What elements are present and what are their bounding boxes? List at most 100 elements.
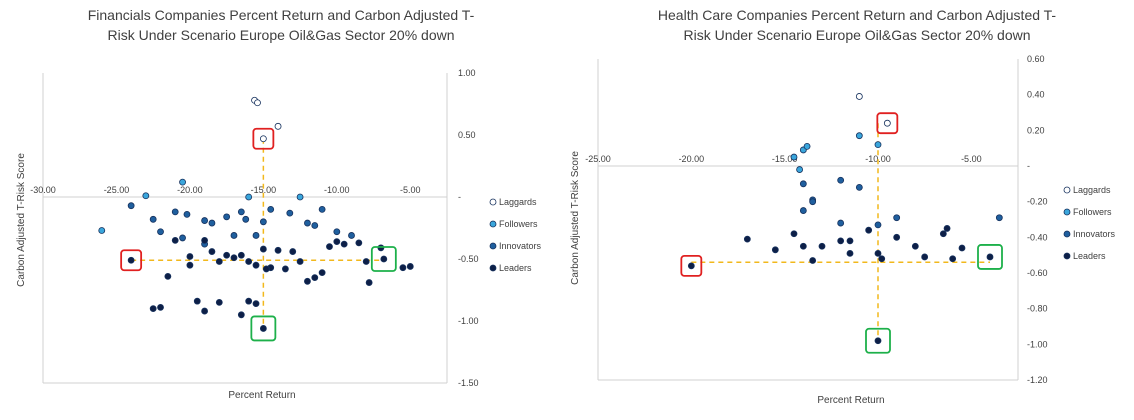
chart1-point-innovators bbox=[259, 218, 267, 226]
chart2-y-tick-label: 0.20 bbox=[1027, 125, 1045, 135]
chart2-green-highlight-box bbox=[977, 244, 1003, 270]
chart1-point-leaders bbox=[237, 311, 245, 319]
chart2-legend-marker-laggards bbox=[1063, 186, 1071, 194]
chart1-point-innovators bbox=[318, 205, 326, 213]
chart1-point-leaders bbox=[149, 305, 157, 313]
chart2-point-innovators bbox=[874, 221, 882, 229]
chart2-y-tick-label: -0.80 bbox=[1027, 304, 1048, 314]
chart1-point-leaders bbox=[326, 243, 333, 251]
chart1-point-innovators bbox=[223, 213, 231, 221]
chart1-point-leaders bbox=[281, 265, 289, 273]
chart1-point-leaders bbox=[318, 269, 326, 277]
chart1-point-leaders bbox=[215, 258, 223, 265]
chart2-point-leaders bbox=[790, 230, 798, 238]
chart1-point-leaders bbox=[362, 258, 370, 265]
chart2-point-leaders bbox=[818, 242, 826, 250]
chart1-point-innovators bbox=[252, 232, 260, 239]
chart1-point-leaders bbox=[304, 277, 311, 285]
chart2-x-axis-label: Percent Return bbox=[817, 395, 884, 406]
chart2-y-axis-label: Carbon Adjusted T-Risk Score bbox=[570, 151, 581, 285]
chart2-y-tick-label: -1.20 bbox=[1027, 375, 1048, 385]
chart2-title-line1: Health Care Companies Percent Return and… bbox=[658, 7, 1057, 23]
chart2-point-leaders bbox=[943, 225, 951, 232]
chart1-point-innovators bbox=[230, 232, 238, 239]
chart1-point-leaders bbox=[274, 246, 282, 254]
chart1-point-leaders bbox=[193, 297, 201, 305]
chart2-legend-label-leaders: Leaders bbox=[1073, 251, 1106, 261]
chart1-point-innovators bbox=[267, 205, 275, 213]
chart1-x-tick-label: -15.00 bbox=[251, 185, 277, 195]
chart2-y-tick-label: 0.60 bbox=[1027, 54, 1045, 64]
chart1-point-leaders bbox=[127, 256, 135, 264]
chart1-red-highlight-box bbox=[120, 249, 143, 272]
chart1-point-followers bbox=[179, 178, 186, 186]
chart1-legend-label-laggards: Laggards bbox=[499, 197, 537, 207]
chart2-y-tick-label: - bbox=[1027, 161, 1030, 171]
chart1-legend-marker-innovators bbox=[489, 242, 497, 250]
chart1-point-innovators bbox=[333, 228, 341, 236]
chart1-point-leaders bbox=[215, 298, 223, 306]
chart1-y-tick-label: -0.50 bbox=[458, 254, 479, 264]
chart1-point-leaders bbox=[237, 251, 245, 259]
chart2-x-tick-label: -10.00 bbox=[865, 154, 891, 164]
chart2-point-leaders bbox=[958, 244, 966, 252]
chart2-point-leaders bbox=[878, 255, 886, 263]
chart2-point-innovators bbox=[893, 214, 901, 222]
chart2-point-leaders bbox=[893, 233, 901, 241]
chart1-point-leaders bbox=[311, 274, 319, 282]
chart2-x-tick-label: -20.00 bbox=[679, 154, 705, 164]
chart1-green-highlight-box bbox=[250, 315, 277, 342]
chart1-point-leaders bbox=[223, 251, 231, 259]
chart2-point-leaders bbox=[846, 249, 854, 257]
chart2-point-followers bbox=[790, 153, 798, 161]
chart1-point-leaders bbox=[252, 300, 260, 308]
chart1-point-leaders bbox=[380, 255, 388, 263]
chart1-point-leaders bbox=[201, 307, 209, 315]
chart2-y-tick-label: -0.60 bbox=[1027, 268, 1048, 278]
chart2-point-leaders bbox=[743, 235, 751, 243]
chart2-point-leaders bbox=[865, 226, 873, 234]
chart2-y-tick-label: -0.40 bbox=[1027, 232, 1048, 242]
chart1-y-axis-label: Carbon Adjusted T-Risk Score bbox=[16, 153, 27, 287]
chart2-point-leaders bbox=[949, 255, 957, 263]
chart1-point-leaders bbox=[252, 261, 260, 269]
chart1-legend-marker-leaders bbox=[489, 264, 497, 272]
chart2-point-laggards bbox=[855, 93, 863, 100]
chart2-green-highlight-box bbox=[865, 327, 891, 354]
chart2-red-highlight-box bbox=[680, 254, 703, 277]
chart1-point-leaders bbox=[157, 303, 164, 311]
chart1-point-leaders bbox=[208, 248, 216, 255]
chart2-point-leaders bbox=[809, 257, 817, 264]
chart1-point-leaders bbox=[399, 264, 407, 272]
chart2-point-leaders bbox=[921, 253, 929, 261]
chart1-point-innovators bbox=[311, 222, 319, 229]
chart1-point-leaders bbox=[245, 258, 253, 265]
chart2-y-tick-label: -0.20 bbox=[1027, 197, 1048, 207]
chart1-point-leaders bbox=[296, 258, 304, 265]
chart1-red-highlight-box bbox=[252, 127, 275, 150]
chart1-point-leaders bbox=[340, 240, 348, 248]
chart1-y-tick-label: -1.00 bbox=[458, 316, 479, 326]
chart1-point-leaders bbox=[365, 279, 373, 286]
chart1-x-axis-label: Percent Return bbox=[228, 390, 295, 401]
chart1-point-innovators bbox=[348, 232, 355, 239]
chart1-point-leaders bbox=[245, 297, 253, 305]
chart2-point-followers bbox=[874, 141, 882, 149]
chart2-legend-marker-innovators bbox=[1063, 230, 1071, 238]
chart2-title-line2: Risk Under Scenario Europe Oil&Gas Secto… bbox=[683, 27, 1030, 43]
chart1-point-followers bbox=[245, 193, 253, 201]
chart1-x-tick-label: -20.00 bbox=[177, 185, 203, 195]
chart1-point-innovators bbox=[201, 217, 209, 224]
chart2-red-highlight-box bbox=[876, 112, 899, 135]
chart2-point-leaders bbox=[874, 337, 882, 345]
chart1-point-leaders bbox=[406, 263, 414, 270]
chart1-point-leaders bbox=[164, 272, 172, 280]
chart1-point-leaders bbox=[259, 245, 267, 253]
chart1-point-laggards bbox=[254, 99, 261, 107]
chart1-point-innovators bbox=[183, 210, 191, 218]
chart1-point-innovators bbox=[149, 215, 157, 223]
chart2-legend-marker-followers bbox=[1063, 208, 1071, 216]
chart1-point-leaders bbox=[333, 238, 341, 246]
chart1-y-tick-label: 0.50 bbox=[458, 130, 476, 140]
